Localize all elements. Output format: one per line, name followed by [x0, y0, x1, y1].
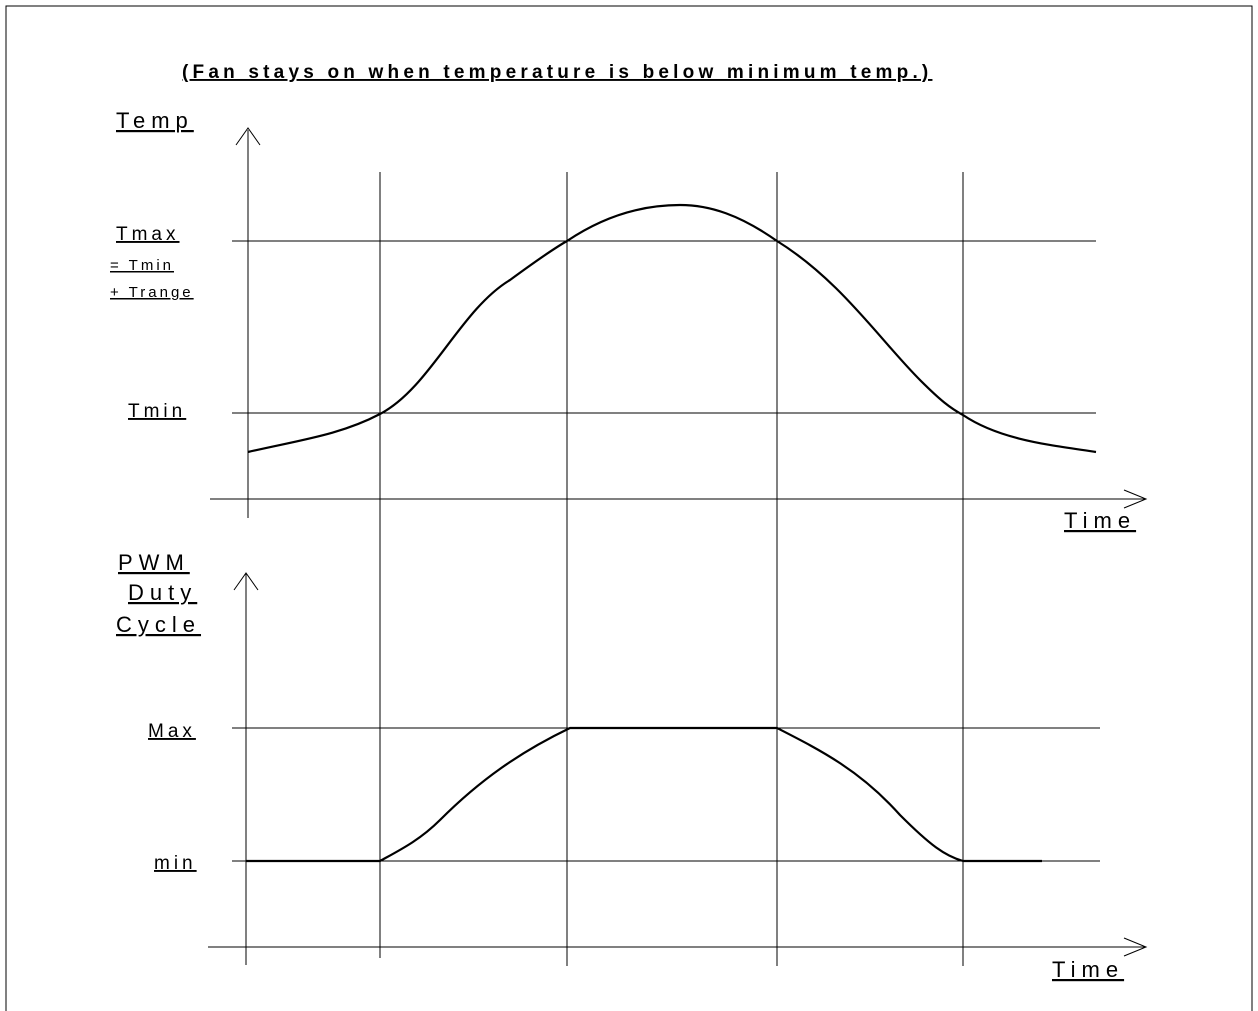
pwm-y-axis-arrow — [233, 572, 259, 591]
max-label: Max — [148, 721, 196, 742]
min-label: min — [154, 853, 197, 874]
temp-axis-label: Temp — [116, 108, 194, 133]
pwm-duty-cycle-curve — [246, 726, 1042, 863]
diagram-title: (Fan stays on when temperature is below … — [182, 62, 932, 83]
time-axis-label-top: Time — [1064, 508, 1136, 533]
temp-y-axis-arrow — [235, 127, 261, 146]
tmax-label: Tmax — [116, 224, 180, 245]
tmax-equation-line2: + Trange — [110, 284, 194, 301]
temperature-curve — [247, 203, 1097, 454]
tmin-label: Tmin — [128, 401, 186, 422]
frame-border — [5, 5, 1253, 1011]
pwm-axis-label-line3: Cycle — [116, 612, 201, 637]
tmax-equation-line1: = Tmin — [110, 257, 174, 274]
pwm-axis-label-line2: Duty — [128, 580, 197, 605]
pwm-axis-label-line1: PWM — [118, 550, 190, 575]
pwm-x-axis-arrow — [1123, 937, 1148, 957]
temp-x-axis-arrow — [1123, 489, 1148, 509]
time-axis-label-bottom: Time — [1052, 957, 1124, 982]
